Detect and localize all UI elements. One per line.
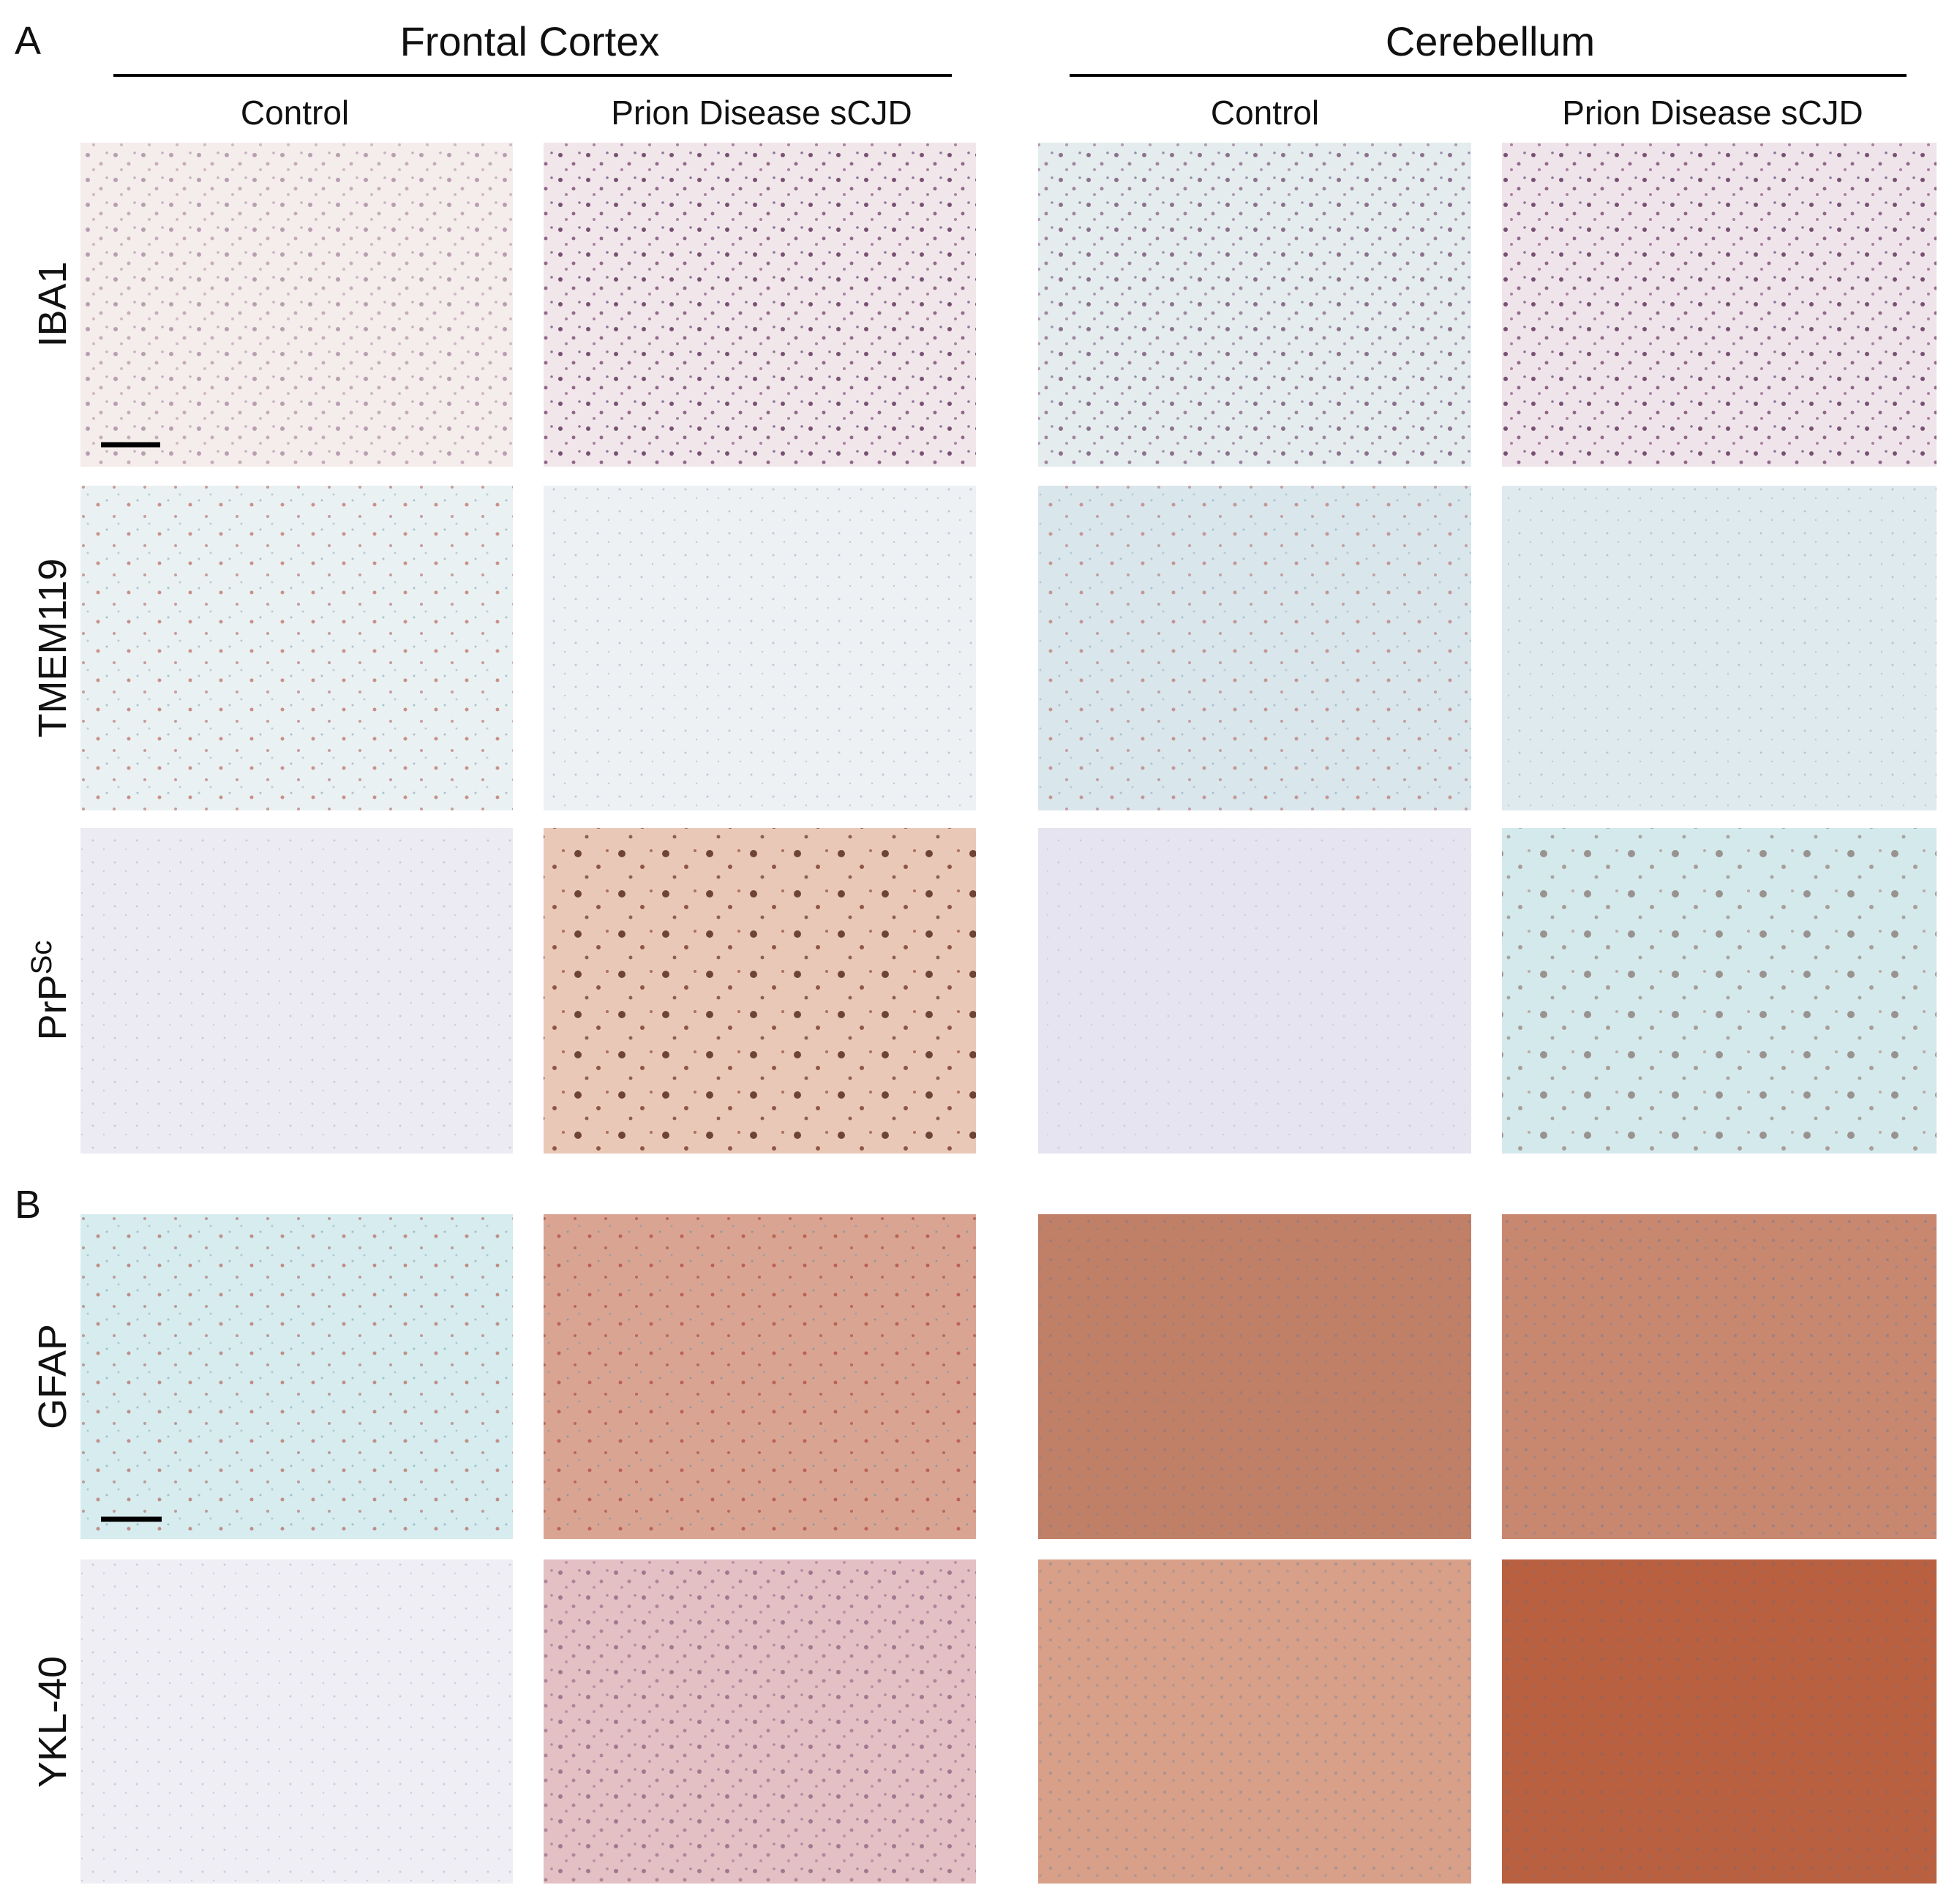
micrograph-texture: [1038, 1559, 1471, 1884]
micrograph-grid: [80, 143, 1937, 1884]
row-label: IBA1: [31, 261, 75, 347]
column-title: Prion Disease sCJD: [1562, 94, 1863, 132]
group-title: Frontal Cortex: [400, 18, 660, 64]
micrograph-texture: [1502, 143, 1937, 467]
micrograph-texture: [544, 1559, 976, 1884]
micrograph-texture: [80, 143, 513, 467]
row-label: TMEM119: [31, 558, 75, 737]
row-label: YKL-40: [31, 1656, 75, 1788]
column-title: Control: [1211, 94, 1319, 132]
micrograph-texture: [1502, 1559, 1937, 1884]
micrograph-texture: [1502, 828, 1937, 1154]
micrograph-texture: [1038, 143, 1471, 467]
micrograph-texture: [544, 486, 976, 810]
micrograph-texture: [80, 1214, 513, 1539]
column-title: Prion Disease sCJD: [611, 94, 912, 132]
micrograph-texture: [1038, 486, 1471, 810]
column-title: Control: [241, 94, 349, 132]
micrograph-texture: [80, 828, 513, 1154]
micrograph-texture: [1502, 1214, 1937, 1539]
row-label: GFAP: [31, 1324, 75, 1429]
micrograph-texture: [1038, 828, 1471, 1154]
micrograph-texture: [1038, 1214, 1471, 1539]
micrograph-texture: [1502, 486, 1937, 810]
row-label-superscript: Sc: [26, 941, 58, 975]
micrograph-texture: [544, 143, 976, 467]
micrograph-texture: [80, 1559, 513, 1884]
micrograph-texture: [544, 1214, 976, 1539]
group-title: Cerebellum: [1386, 18, 1595, 64]
panel-label: B: [15, 1183, 41, 1227]
micrograph-texture: [544, 828, 976, 1154]
panel-label: A: [15, 19, 41, 63]
row-label-text: PrP: [31, 974, 75, 1040]
micrograph-texture: [80, 486, 513, 810]
row-label: PrPSc: [26, 941, 75, 1041]
